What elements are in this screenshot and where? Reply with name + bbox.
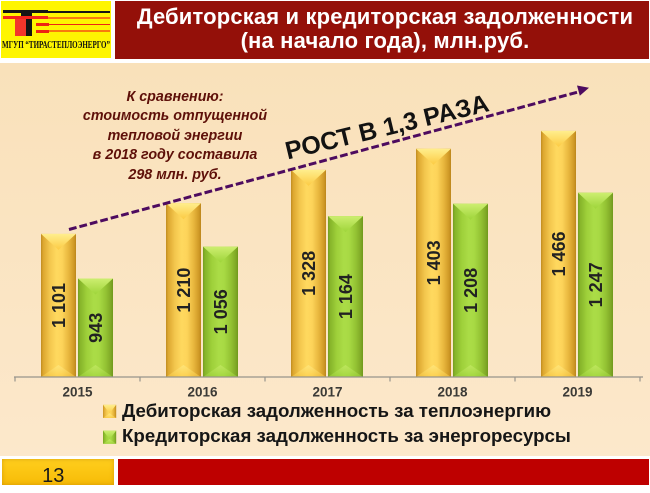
svg-text:1 056: 1 056 xyxy=(211,289,231,334)
svg-text:1 208: 1 208 xyxy=(461,268,481,313)
svg-text:2016: 2016 xyxy=(187,384,218,399)
svg-text:2017: 2017 xyxy=(312,384,342,399)
svg-text:1 164: 1 164 xyxy=(336,274,356,319)
svg-text:1 466: 1 466 xyxy=(549,231,569,276)
svg-text:2018: 2018 xyxy=(437,384,468,399)
svg-text:1 101: 1 101 xyxy=(49,283,69,328)
svg-text:2015: 2015 xyxy=(62,384,93,399)
svg-text:943: 943 xyxy=(86,313,106,343)
svg-text:1 328: 1 328 xyxy=(299,251,319,296)
svg-text:1 210: 1 210 xyxy=(174,268,194,313)
svg-text:2019: 2019 xyxy=(562,384,592,399)
svg-text:1 403: 1 403 xyxy=(424,240,444,285)
svg-text:1 247: 1 247 xyxy=(586,262,606,307)
